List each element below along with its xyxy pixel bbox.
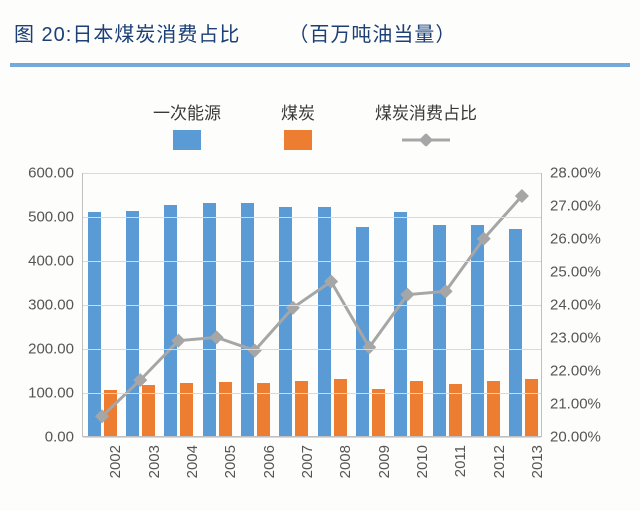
gridline <box>83 349 541 350</box>
legend-label: 煤炭消费占比 <box>375 99 477 124</box>
line-coal-share <box>102 196 522 416</box>
figure-title-left: 图 20:日本煤炭消费占比 <box>14 18 240 47</box>
y-left-label: 300.00 <box>10 297 74 314</box>
legend-swatch-bar-orange <box>284 130 312 150</box>
y-right-label: 26.00% <box>550 231 620 248</box>
figure-container: 图 20:日本煤炭消费占比 （百万吨油当量） 一次能源 煤炭 煤炭消费占比 0.… <box>0 0 640 511</box>
gridline <box>83 305 541 306</box>
gridline <box>83 217 541 218</box>
legend-label: 煤炭 <box>281 99 315 124</box>
gridline <box>83 437 541 438</box>
y-left-label: 200.00 <box>10 341 74 358</box>
chart: 一次能源 煤炭 煤炭消费占比 0.00 100.00 200.00 300.00 400… <box>10 99 620 499</box>
legend-swatch-line-grey <box>402 130 450 150</box>
y-right-label: 25.00% <box>550 264 620 281</box>
y-right-label: 21.00% <box>550 396 620 413</box>
legend-item-primary-energy: 一次能源 <box>153 99 221 150</box>
legend-label: 一次能源 <box>153 99 221 124</box>
y-left-label: 600.00 <box>10 165 74 182</box>
plot-area <box>82 173 542 437</box>
y-left-label: 500.00 <box>10 209 74 226</box>
figure-title-row: 图 20:日本煤炭消费占比 （百万吨油当量） <box>10 14 630 57</box>
y-right-label: 28.00% <box>550 165 620 182</box>
y-right-label: 24.00% <box>550 297 620 314</box>
figure-title-right: （百万吨油当量） <box>288 18 456 47</box>
legend-item-coal: 煤炭 <box>281 99 315 150</box>
gridline <box>83 261 541 262</box>
y-left-label: 100.00 <box>10 385 74 402</box>
y-right-label: 23.00% <box>550 330 620 347</box>
y-right-label: 22.00% <box>550 363 620 380</box>
gridline <box>83 393 541 394</box>
y-right-label: 27.00% <box>550 198 620 215</box>
title-underline <box>10 63 630 67</box>
legend-swatch-bar-blue <box>173 130 201 150</box>
y-left-label: 400.00 <box>10 253 74 270</box>
legend-item-coal-share: 煤炭消费占比 <box>375 99 477 150</box>
y-right-label: 20.00% <box>550 429 620 446</box>
line-marker <box>210 330 224 344</box>
y-left-label: 0.00 <box>10 429 74 446</box>
x-label: 2013 <box>529 445 589 478</box>
gridline <box>83 173 541 174</box>
legend: 一次能源 煤炭 煤炭消费占比 <box>10 99 620 150</box>
